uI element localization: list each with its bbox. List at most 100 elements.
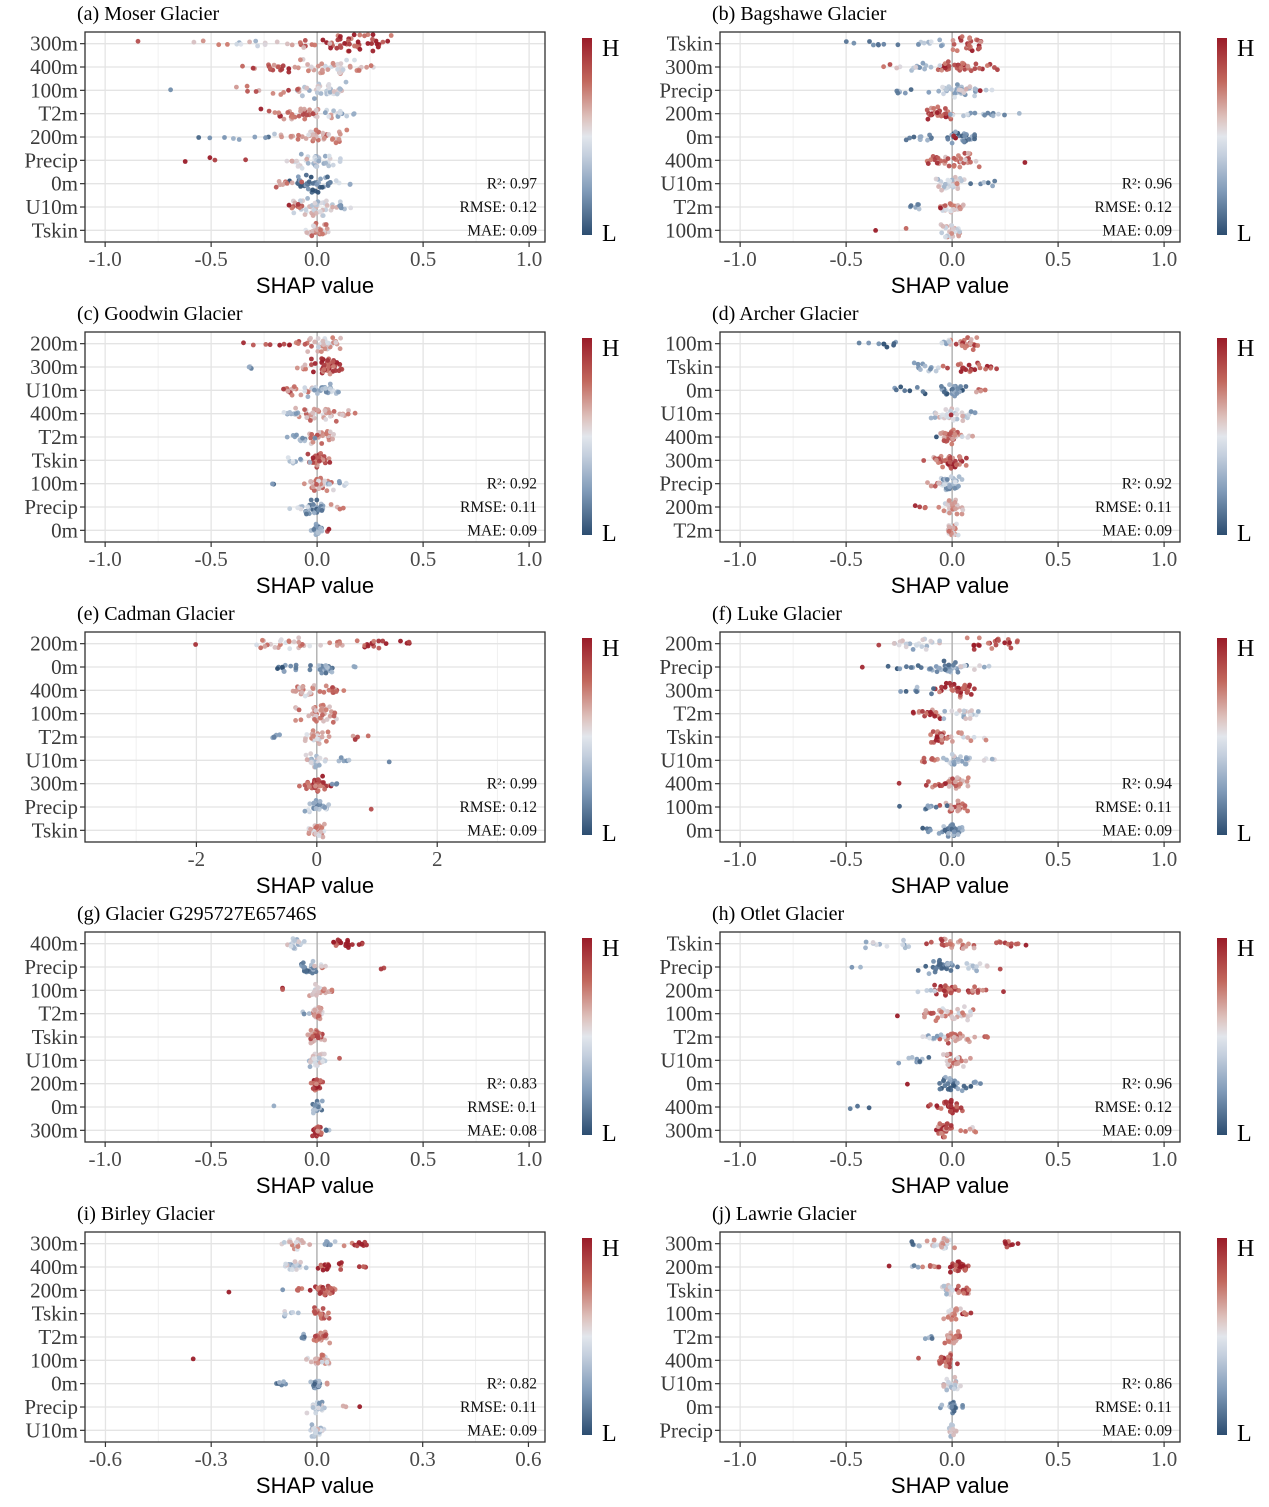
x-axis: -1.0 -0.5 0.0 0.5 1.0 xyxy=(89,242,542,271)
data-point xyxy=(309,64,314,70)
stats-r2: R²: 0.82 xyxy=(487,1376,537,1393)
data-point xyxy=(316,455,321,460)
data-point xyxy=(331,713,337,719)
data-point xyxy=(337,199,343,205)
data-point xyxy=(322,758,328,764)
data-point xyxy=(336,136,342,142)
y-axis-label: U10m xyxy=(26,1418,79,1442)
data-point xyxy=(954,521,959,527)
data-point xyxy=(263,135,268,141)
stats-r2: R²: 0.96 xyxy=(1122,1076,1173,1093)
data-point xyxy=(309,356,314,362)
stats-rmse: RMSE: 0.12 xyxy=(459,799,537,816)
data-point xyxy=(970,988,975,994)
data-point xyxy=(344,113,350,119)
data-point xyxy=(972,136,977,142)
data-point xyxy=(958,1128,964,1134)
data-point xyxy=(894,65,900,71)
data-point xyxy=(335,937,341,943)
data-point xyxy=(994,366,999,372)
data-point xyxy=(967,36,972,42)
data-point xyxy=(959,511,965,517)
data-point xyxy=(932,982,937,988)
data-point xyxy=(956,1283,961,1289)
data-point xyxy=(927,1035,932,1041)
data-point xyxy=(334,45,340,51)
data-point xyxy=(301,939,307,944)
x-tick-label: -1.0 xyxy=(724,547,757,571)
data-point xyxy=(352,43,357,49)
data-point xyxy=(955,1329,961,1334)
data-point xyxy=(300,112,306,117)
panel-i-birley: (i) Birley Glacier 300m 400m 200m Tskin T2m 1… xyxy=(0,1200,635,1507)
data-point xyxy=(941,755,946,761)
data-point xyxy=(338,755,344,760)
data-point xyxy=(975,343,981,348)
data-point xyxy=(915,968,921,973)
data-point xyxy=(915,202,921,207)
data-point xyxy=(321,780,326,785)
data-point xyxy=(961,1310,967,1316)
data-point xyxy=(998,940,1003,945)
data-point xyxy=(927,132,932,138)
data-point xyxy=(967,1126,973,1132)
x-tick-label: -0.5 xyxy=(830,247,863,271)
data-point xyxy=(313,1428,319,1433)
data-point xyxy=(285,41,290,47)
data-point xyxy=(938,158,944,164)
y-axis-label: T2m xyxy=(38,725,78,749)
data-point xyxy=(968,1310,974,1316)
data-point xyxy=(365,733,371,739)
data-point xyxy=(291,384,297,389)
data-point xyxy=(996,111,1001,117)
data-point xyxy=(295,505,301,511)
data-point xyxy=(903,689,909,694)
data-point xyxy=(945,1357,951,1363)
data-point xyxy=(926,1055,932,1060)
data-point xyxy=(974,335,980,340)
shap-beeswarm-plot-j: 300m200mTskin100mT2m400mU10m0mPrecip-1.0… xyxy=(659,1231,1254,1498)
data-point xyxy=(962,803,968,809)
data-point xyxy=(281,116,287,122)
data-point xyxy=(312,1102,318,1108)
data-point xyxy=(1008,645,1014,651)
x-tick-label: -1.0 xyxy=(89,1147,122,1171)
data-point xyxy=(942,482,947,487)
data-point xyxy=(958,664,964,669)
data-point xyxy=(944,477,950,482)
data-point xyxy=(323,663,329,668)
data-point xyxy=(966,137,972,142)
data-point xyxy=(847,1106,853,1112)
data-point xyxy=(939,1009,944,1015)
data-point xyxy=(310,958,316,964)
data-point xyxy=(318,227,323,233)
panel-f-luke: (f) Luke Glacier 200m Precip 300m T2m Tskin U… xyxy=(635,600,1269,900)
colorbar xyxy=(1217,1238,1227,1435)
data-point xyxy=(947,1264,953,1270)
data-point xyxy=(937,1121,943,1127)
panel-a-moser: (a) Moser Glacier 300m 400m 100m T2m 200m Pre… xyxy=(0,0,635,300)
data-point xyxy=(297,783,302,789)
data-point xyxy=(290,1310,296,1315)
data-point xyxy=(347,64,353,70)
data-point xyxy=(953,1316,959,1322)
data-point xyxy=(858,964,863,970)
data-point xyxy=(909,1239,915,1245)
data-point xyxy=(309,1422,315,1428)
data-point xyxy=(295,1310,301,1316)
data-point xyxy=(285,388,291,394)
data-point xyxy=(357,32,363,38)
y-axis-label: Tskin xyxy=(32,1302,79,1326)
data-point xyxy=(299,93,305,99)
data-point xyxy=(963,384,969,389)
data-point xyxy=(302,808,308,814)
y-axis-label: U10m xyxy=(661,748,714,772)
data-point xyxy=(954,412,960,417)
data-point xyxy=(304,511,309,517)
x-tick-label: -1.0 xyxy=(724,847,757,871)
data-point xyxy=(312,1007,318,1013)
y-axis-label: 100m xyxy=(30,472,78,496)
data-point xyxy=(939,1013,945,1019)
